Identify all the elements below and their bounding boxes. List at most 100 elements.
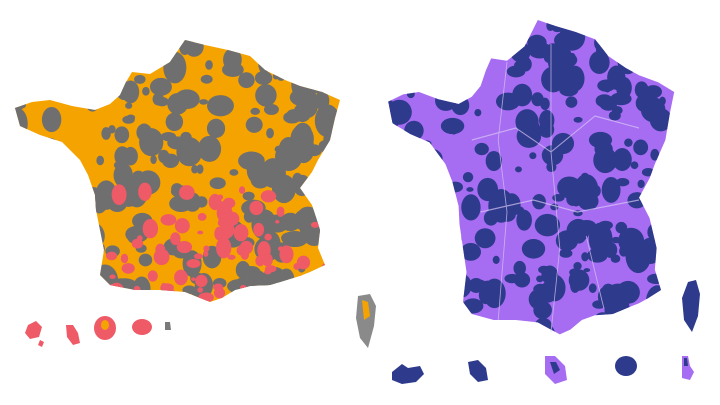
blotch: [147, 270, 158, 282]
blotch: [583, 268, 591, 273]
blotch: [15, 106, 28, 141]
blotch: [41, 154, 50, 163]
blotch: [157, 252, 163, 259]
blotch: [641, 168, 655, 177]
blotch: [539, 109, 555, 131]
blotch: [331, 206, 340, 223]
blotch: [578, 323, 602, 335]
blotch: [616, 31, 625, 42]
blotch: [324, 40, 340, 50]
blotch: [428, 233, 455, 269]
blotch: [425, 75, 440, 91]
blotch: [423, 261, 446, 277]
blotch: [565, 96, 578, 108]
blotch: [611, 236, 621, 244]
blotch: [627, 42, 644, 54]
blotch: [510, 29, 518, 37]
blotch: [38, 79, 64, 98]
blotch: [149, 77, 172, 96]
blotch: [474, 228, 496, 249]
blotch: [651, 204, 675, 236]
blotch: [462, 172, 474, 183]
blotch: [152, 289, 175, 302]
blotch: [245, 116, 263, 133]
blotch: [236, 244, 249, 256]
blotch: [54, 200, 71, 217]
blotch: [272, 174, 296, 204]
blotch: [126, 291, 140, 302]
blotch: [310, 221, 320, 228]
blotch: [238, 72, 255, 89]
blotch: [635, 93, 654, 113]
blotch: [238, 151, 265, 171]
blotch: [254, 70, 273, 85]
blotch: [515, 109, 539, 135]
blotch: [394, 255, 413, 267]
blotch: [50, 87, 58, 94]
blotch: [592, 332, 608, 335]
blotch: [163, 289, 177, 301]
blotch: [394, 329, 404, 335]
blotch: [314, 104, 340, 138]
blotch: [650, 178, 672, 200]
blotch: [306, 175, 324, 187]
blotch: [249, 200, 264, 216]
blotch: [451, 95, 470, 116]
blotch: [91, 264, 119, 297]
blotch: [406, 89, 415, 99]
blotch: [326, 145, 340, 179]
blotch: [606, 283, 630, 299]
blotch: [17, 176, 32, 188]
right-overseas: [392, 356, 694, 384]
blotch: [624, 138, 633, 147]
blotch: [72, 253, 86, 267]
blotch: [103, 284, 116, 297]
blotch: [589, 50, 610, 75]
blotch: [57, 236, 65, 242]
blotch: [296, 255, 311, 270]
blotch: [466, 187, 474, 192]
blotch: [546, 162, 557, 173]
blotch: [105, 74, 118, 89]
blotch: [597, 20, 614, 31]
blotch: [255, 255, 265, 267]
blotch: [570, 279, 581, 293]
blotch: [142, 86, 150, 96]
blotch: [630, 161, 639, 169]
blotch: [633, 20, 653, 32]
blotch: [618, 227, 645, 254]
blotch: [250, 107, 260, 115]
blotch: [416, 24, 426, 31]
blotch: [29, 164, 51, 180]
blotch: [300, 40, 317, 57]
blotch: [152, 92, 164, 106]
blotch: [425, 291, 448, 315]
blotch: [205, 60, 213, 70]
blotch: [657, 42, 674, 63]
blotch: [197, 212, 207, 221]
blotch: [21, 205, 33, 214]
blotch: [513, 260, 526, 276]
blotch: [521, 238, 546, 259]
blotch: [659, 96, 666, 106]
blotch: [36, 160, 55, 182]
blotch: [266, 128, 274, 139]
blotch: [652, 204, 659, 212]
blotch: [652, 110, 662, 121]
blotch: [68, 176, 89, 195]
blotch: [238, 186, 246, 194]
blotch: [255, 84, 277, 107]
blotch: [312, 273, 325, 281]
border: [550, 44, 561, 333]
blotch: [78, 239, 105, 257]
blotch: [658, 39, 671, 50]
blotch: [645, 327, 662, 335]
blotch: [531, 92, 544, 107]
blotch: [474, 108, 482, 117]
blotch: [162, 153, 180, 168]
blotch: [448, 83, 461, 95]
blotch: [275, 219, 280, 224]
blotch: [447, 232, 463, 248]
blotch: [417, 303, 438, 320]
blotch: [161, 283, 167, 287]
